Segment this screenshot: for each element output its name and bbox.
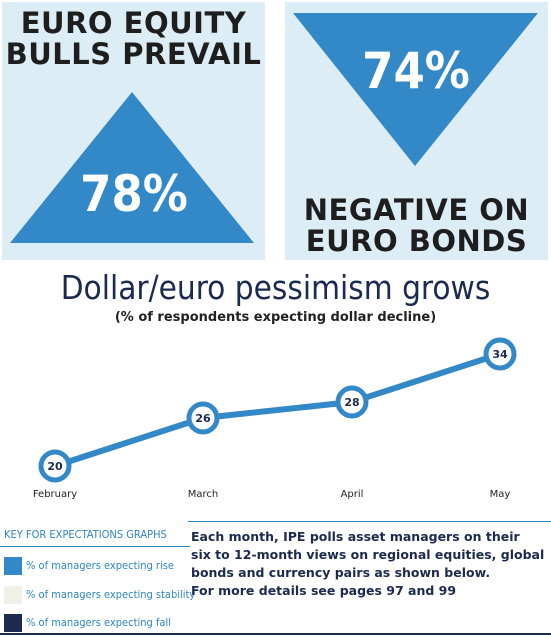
key-divider <box>0 546 190 547</box>
data-point <box>38 449 72 483</box>
bonds-panel: 74% NEGATIVE ON EURO BONDS <box>285 2 548 260</box>
x-tick-label: March <box>188 489 218 500</box>
key-label-stability: % of managers expecting stability <box>26 588 196 601</box>
key-label-fall: % of managers expecting fall <box>26 616 171 629</box>
series-line <box>54 351 501 469</box>
fall-swatch <box>4 614 22 632</box>
data-label: 20 <box>47 460 63 473</box>
down-triangle-icon <box>293 13 538 166</box>
x-tick-label: February <box>33 489 77 500</box>
data-point <box>186 401 220 435</box>
data-label: 28 <box>344 396 359 409</box>
rise-swatch <box>4 557 22 575</box>
bonds-headline: NEGATIVE ON EURO BONDS <box>303 193 530 258</box>
stability-swatch <box>4 586 22 604</box>
data-label: 34 <box>492 348 508 361</box>
data-label: 26 <box>195 412 211 425</box>
equity-panel: EURO EQUITY BULLS PREVAIL 78% <box>2 2 265 260</box>
x-tick-label: April <box>341 489 364 500</box>
chart-subtitle: (% of respondents expecting dollar decli… <box>114 310 437 325</box>
up-triangle-icon <box>10 92 254 243</box>
equity-headline: EURO EQUITY BULLS PREVAIL <box>5 6 262 71</box>
poll-description: Each month, IPE polls asset managers on … <box>191 529 545 598</box>
data-point <box>483 337 517 371</box>
equity-percent: 78% <box>80 165 188 223</box>
line-chart: 20 February 26 March 28 April 34 May <box>33 337 517 500</box>
data-point <box>335 385 369 419</box>
section-divider <box>188 521 551 522</box>
bonds-percent: 74% <box>362 42 470 100</box>
bottom-rule <box>0 633 551 635</box>
key-label-rise: % of managers expecting rise <box>26 559 174 572</box>
key-title: KEY FOR EXPECTATIONS GRAPHS <box>4 528 167 541</box>
chart-title: Dollar/euro pessimism grows <box>60 268 491 307</box>
x-tick-label: May <box>490 489 511 500</box>
